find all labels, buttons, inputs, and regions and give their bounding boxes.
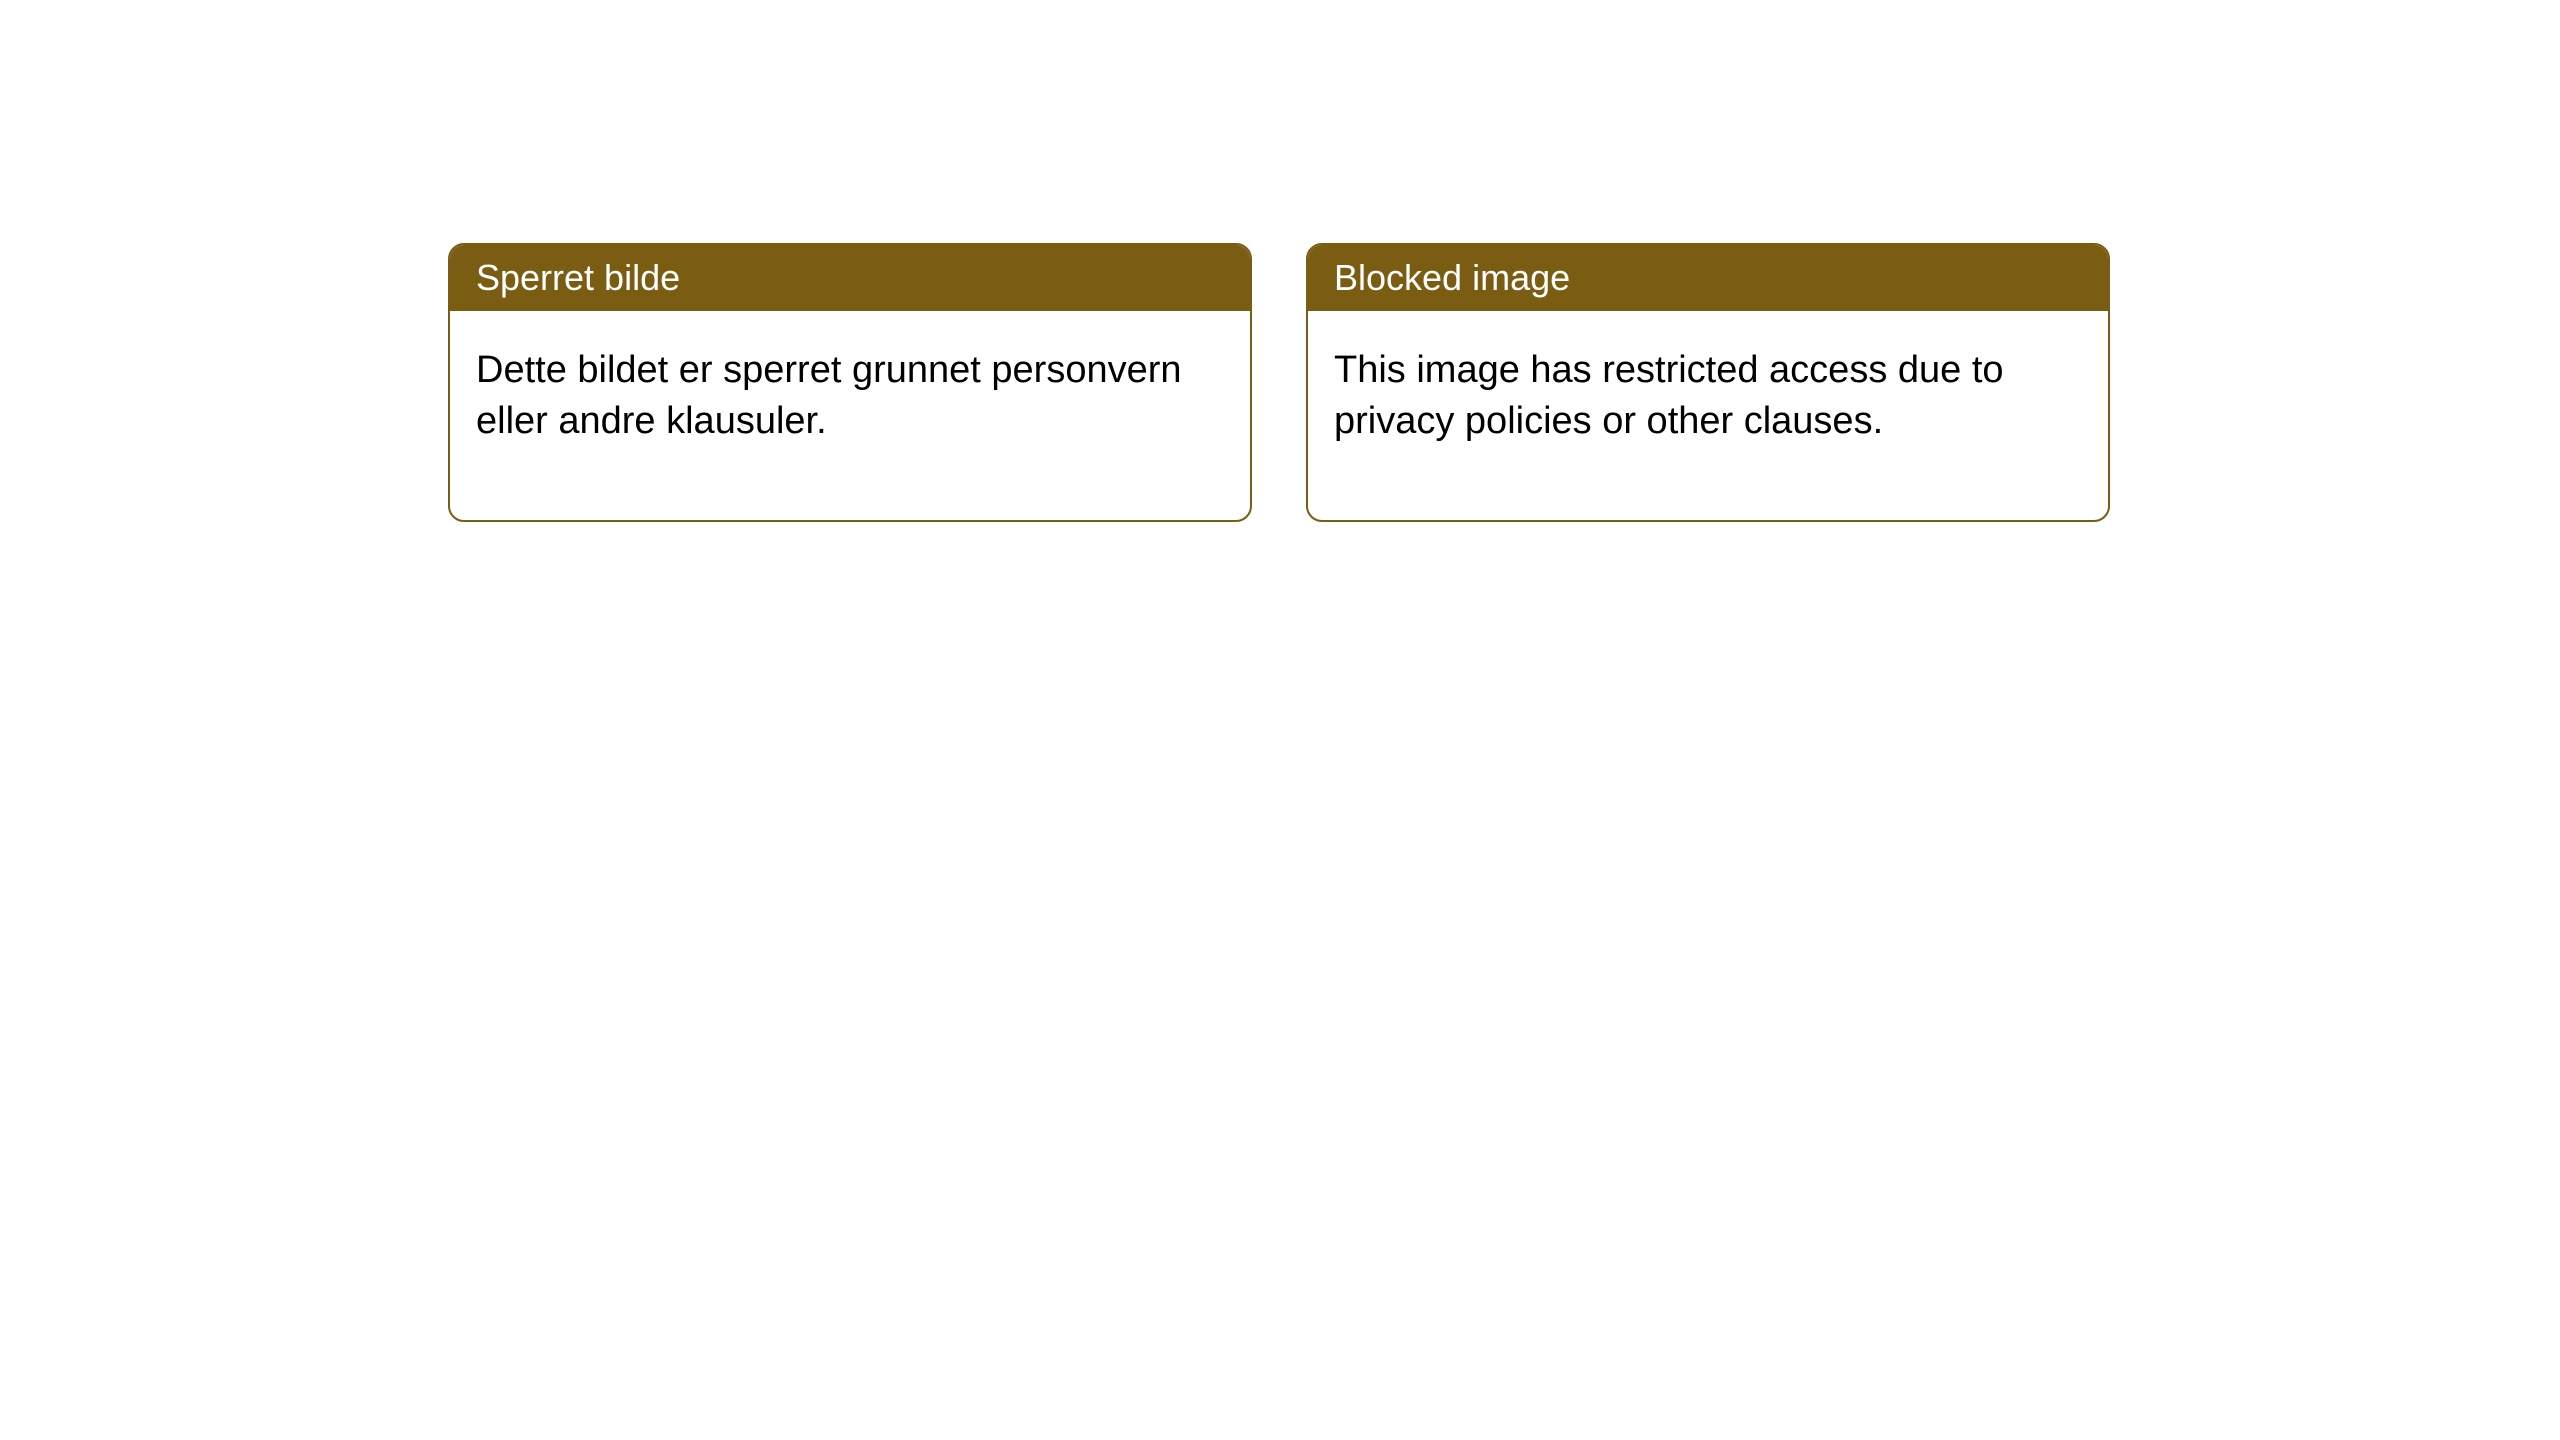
notice-body-text: This image has restricted access due to … (1334, 349, 2004, 442)
notice-card-english: Blocked image This image has restricted … (1306, 243, 2110, 522)
notice-body-text: Dette bildet er sperret grunnet personve… (476, 349, 1182, 442)
notice-body: This image has restricted access due to … (1308, 311, 2108, 520)
notice-title: Sperret bilde (476, 257, 680, 298)
notice-body: Dette bildet er sperret grunnet personve… (450, 311, 1250, 520)
notice-card-norwegian: Sperret bilde Dette bildet er sperret gr… (448, 243, 1252, 522)
notice-title: Blocked image (1334, 257, 1570, 298)
notice-header: Blocked image (1308, 245, 2108, 311)
notice-header: Sperret bilde (450, 245, 1250, 311)
notice-container: Sperret bilde Dette bildet er sperret gr… (448, 243, 2110, 522)
